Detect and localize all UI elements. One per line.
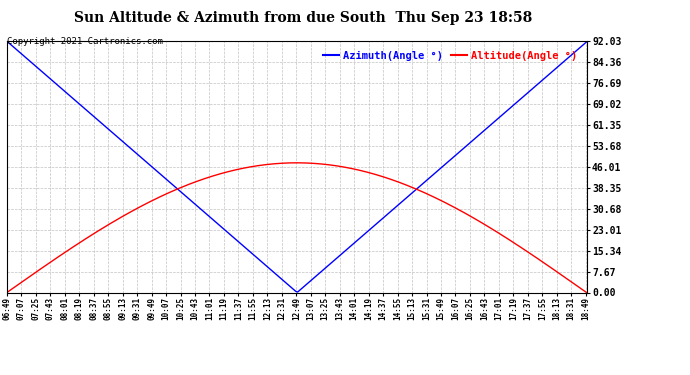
Text: Sun Altitude & Azimuth from due South  Thu Sep 23 18:58: Sun Altitude & Azimuth from due South Th…	[75, 11, 533, 25]
Text: Copyright 2021 Cartronics.com: Copyright 2021 Cartronics.com	[7, 38, 163, 46]
Legend: Azimuth(Angle °), Altitude(Angle °): Azimuth(Angle °), Altitude(Angle °)	[319, 46, 581, 65]
